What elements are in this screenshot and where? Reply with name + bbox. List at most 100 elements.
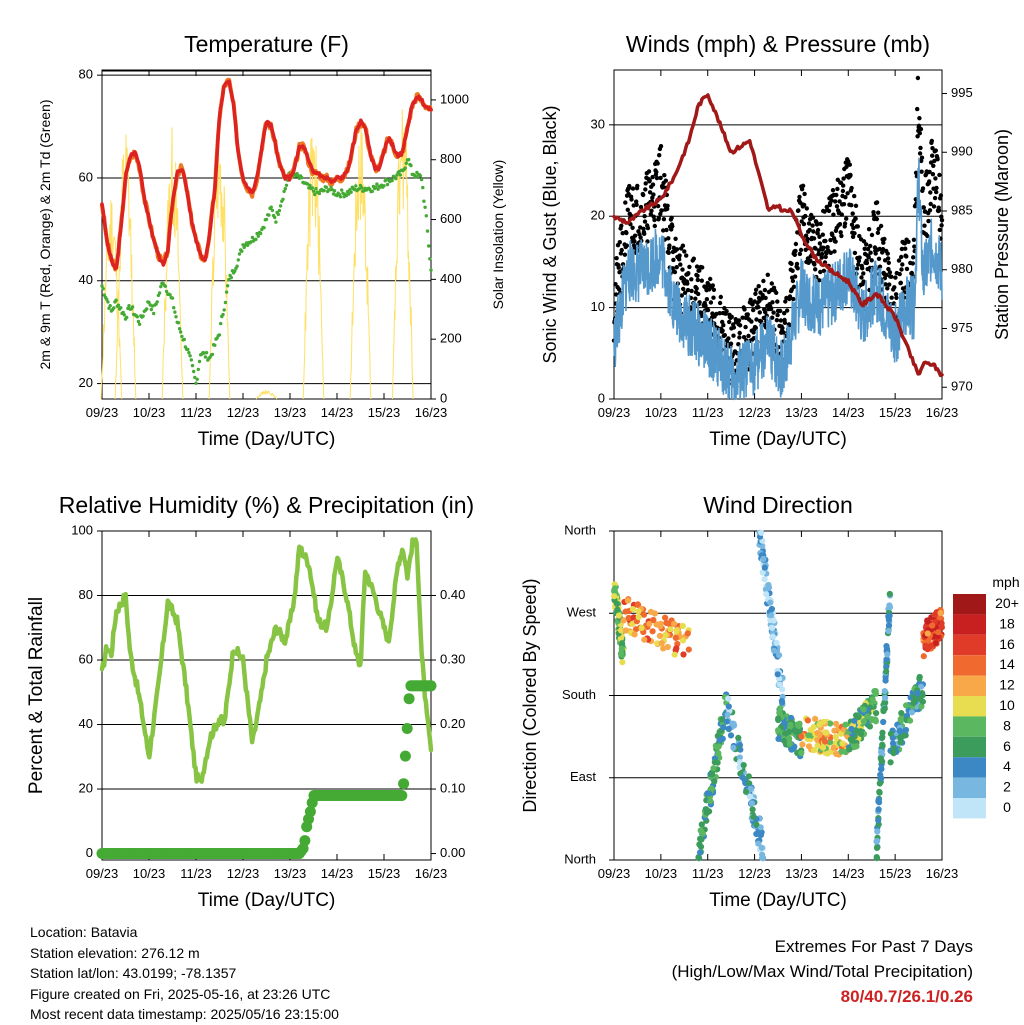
gust-point: [911, 237, 917, 242]
dewpoint-point: [170, 296, 175, 300]
direction-point: [848, 725, 855, 733]
gust-point: [802, 191, 807, 197]
direction-point: [641, 636, 648, 643]
direction-point: [618, 650, 625, 657]
gust-point: [660, 184, 665, 189]
dewpoint-point: [310, 186, 314, 190]
speed-legend-swatch: [953, 634, 986, 656]
gust-point: [729, 314, 734, 319]
humidity-y2tick-label: 0.20: [440, 716, 465, 731]
gust-point: [800, 183, 806, 188]
direction-point: [697, 849, 704, 856]
gust-point: [812, 262, 817, 267]
direction-point: [924, 618, 931, 625]
gust-point: [885, 286, 890, 291]
gust-point: [841, 183, 846, 188]
gust-point: [664, 227, 669, 233]
gust-point: [797, 251, 803, 257]
gust-point: [689, 277, 694, 282]
temperature-y2tick-label: 400: [440, 271, 462, 286]
direction-point: [816, 731, 823, 738]
speed-legend-swatch: [953, 594, 986, 615]
direction-point: [725, 725, 732, 732]
direction-point: [613, 600, 621, 607]
gust-point: [796, 208, 801, 213]
direction-point: [695, 855, 702, 862]
direction-point: [684, 630, 691, 637]
dewpoint-point: [282, 189, 286, 194]
temperature-y2label: Solar Insolation (Yellow): [490, 160, 506, 310]
temperature-xlabel: Time (Day/UTC): [198, 429, 336, 450]
dewpoint-point: [210, 352, 215, 357]
temperature-ytick-label: 40: [79, 272, 93, 287]
direction-point: [703, 806, 710, 813]
gust-point: [918, 126, 924, 132]
gust-point: [881, 240, 886, 245]
gust-point: [927, 208, 933, 213]
gust-point: [821, 245, 826, 250]
direction-point: [708, 785, 715, 792]
direction-point: [680, 651, 687, 658]
direction-point: [782, 721, 789, 728]
dewpoint-point: [254, 237, 258, 242]
gust-point: [912, 244, 917, 249]
temperature-xtick-label: 10/23: [133, 405, 166, 420]
dewpoint-point: [135, 315, 139, 319]
temp-2m-line: [100, 79, 433, 271]
gust-point: [711, 295, 716, 300]
gust-point: [756, 284, 761, 289]
speed-legend-label: 8: [1003, 717, 1011, 733]
gust-point: [682, 290, 688, 295]
winds-ytick-label: 30: [591, 116, 605, 131]
dewpoint-point: [112, 306, 116, 310]
speed-legend-label: 10: [999, 697, 1015, 713]
gust-point: [819, 251, 825, 257]
direction-point: [723, 718, 730, 725]
gust-point: [756, 304, 761, 310]
gust-point: [885, 251, 890, 256]
gust-point: [841, 202, 847, 207]
direction-point: [832, 733, 839, 741]
gust-point: [840, 188, 846, 194]
humidity-y2tick-label: 0.40: [440, 587, 465, 602]
direction-point: [635, 608, 642, 615]
gust-point: [724, 309, 729, 314]
direction-xtick-label: 10/23: [645, 866, 678, 881]
direction-point: [827, 739, 834, 746]
gust-point: [897, 271, 902, 277]
gust-point: [859, 275, 864, 280]
dewpoint-point: [340, 188, 344, 192]
gust-point: [896, 258, 902, 263]
gust-point: [622, 252, 628, 257]
direction-xtick-label: 15/23: [879, 866, 912, 881]
gust-point: [810, 223, 815, 228]
direction-point: [745, 773, 752, 780]
direction-point: [773, 639, 780, 647]
gust-point: [876, 210, 881, 215]
gust-point: [700, 265, 705, 270]
gust-point: [819, 255, 824, 260]
dewpoint-point: [308, 183, 312, 188]
direction-point: [883, 656, 890, 663]
gust-point: [662, 173, 667, 178]
speed-legend-label: 12: [999, 677, 1015, 693]
gust-point: [939, 223, 944, 228]
precip-point: [425, 680, 437, 692]
dewpoint-point: [235, 264, 239, 268]
direction-point: [838, 748, 845, 755]
gust-point: [886, 260, 891, 265]
direction-point: [775, 735, 782, 743]
gust-point: [798, 247, 804, 253]
direction-point: [749, 806, 756, 813]
direction-point: [878, 749, 885, 756]
temperature-xtick-label: 11/23: [180, 405, 212, 420]
dewpoint-point: [376, 187, 380, 191]
direction-point: [747, 793, 754, 800]
gust-point: [839, 212, 844, 217]
dewpoint-point: [233, 269, 237, 273]
dewpoint-point: [414, 175, 418, 179]
dewpoint-point: [314, 187, 318, 191]
dewpoint-point: [195, 377, 199, 381]
dewpoint-point: [149, 307, 153, 312]
gust-point: [642, 214, 647, 219]
